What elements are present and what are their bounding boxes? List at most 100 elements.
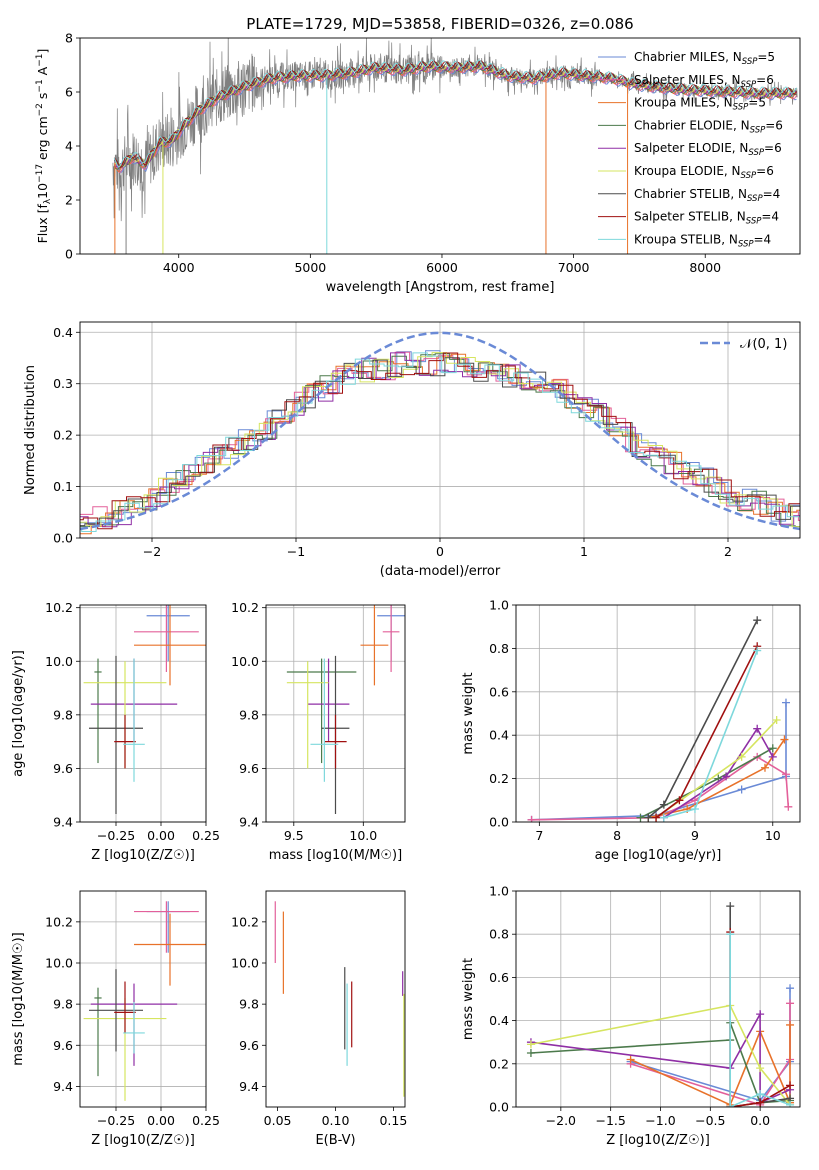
y-tick-label: 0.6 <box>489 684 509 699</box>
x-axis-label: mass [log10(M/M☉)] <box>269 848 402 863</box>
x-axis-label: (data-model)/error <box>380 564 501 579</box>
x-tick-label: 0 <box>436 544 444 559</box>
mass-vs-Z-panel: −0.25 0.00 0.25 9.4 9.6 9.8 10.0 10.2 Z [log10(Z… <box>11 890 220 1148</box>
y-label-part: −2 <box>35 103 45 116</box>
weight-marker <box>786 999 795 1008</box>
y-axis-label: mass weight <box>461 958 476 1040</box>
y-axis-label: Flux [fλ10−17 erg cm−2 s−1 A−1] <box>35 49 53 244</box>
legend-entry: Chabrier MILES, NSSP=5 <box>634 50 775 67</box>
x-tick-label: 0.25 <box>192 828 220 843</box>
y-axis-label: Normed distribution <box>23 365 38 495</box>
weight-marker <box>659 800 668 809</box>
weight-marker <box>659 813 668 822</box>
y-label-part: ] <box>35 49 50 54</box>
y-tick-label: 9.6 <box>239 1038 259 1053</box>
y-tick-label: 4 <box>65 139 73 154</box>
y-axis-label: age [log10(age/yr)] <box>11 650 26 777</box>
weight-marker <box>527 815 536 822</box>
weight-line <box>729 934 791 1107</box>
x-tick-label: 8 <box>613 828 621 843</box>
spectrum-panel: 4000 5000 6000 7000 8000 0 2 4 6 8 wavelength [Ang… <box>35 31 801 295</box>
legend-entry: Kroupa STELIB, NSSP=4 <box>634 232 771 249</box>
y-tick-label: 0 <box>65 247 73 262</box>
y-tick-label: 6 <box>65 85 73 100</box>
x-tick-label: −1 <box>287 544 305 559</box>
weight-marker <box>526 1049 535 1057</box>
weight-marker <box>753 646 762 655</box>
plot-area <box>80 331 800 538</box>
y-tick-label: 10.2 <box>45 914 73 929</box>
weight-marker <box>781 698 790 707</box>
weight-marker <box>772 716 781 725</box>
y-tick-label: 9.4 <box>53 815 73 830</box>
y-tick-label: 0.8 <box>489 641 509 656</box>
axes-frame <box>79 890 207 1108</box>
x-tick-label: 0.05 <box>264 1113 292 1128</box>
weight-marker <box>756 1098 765 1107</box>
y-tick-label: 10.0 <box>45 956 73 971</box>
axes-frame <box>79 604 207 823</box>
weight-line <box>530 1004 791 1106</box>
y-axis-label: mass weight <box>461 672 476 754</box>
weight-marker <box>644 813 653 822</box>
residuals-panel: −2 −1 0 1 2 0.0 0.1 0.2 0.3 0.4 (data-model)/error… <box>23 321 801 579</box>
axes-frame <box>265 604 406 823</box>
x-tick-label: −0.5 <box>695 1113 725 1128</box>
weight-marker <box>526 1040 535 1049</box>
y-tick-label: 1.0 <box>489 598 509 613</box>
y-label-part: A <box>35 66 50 79</box>
weight-marker <box>780 735 789 744</box>
y-label-part: s <box>35 93 50 104</box>
x-tick-label: 0.00 <box>147 1113 175 1128</box>
y-label-part: −1 <box>35 79 45 92</box>
y-tick-label: 10.0 <box>231 654 259 669</box>
y-label-part: erg cm <box>35 116 50 164</box>
weight-marker <box>786 984 795 993</box>
x-tick-label: 0.25 <box>192 1113 220 1128</box>
plot-area <box>83 605 206 814</box>
x-tick-label: 7 <box>535 828 543 843</box>
x-tick-label: −0.25 <box>97 828 135 843</box>
legend-entry: Kroupa MILES, NSSP=5 <box>634 96 766 113</box>
axes-frame <box>515 890 801 1108</box>
y-tick-label: 9.6 <box>239 761 259 776</box>
histogram-2 <box>80 353 800 538</box>
weight-marker <box>626 1055 635 1064</box>
x-axis-label: Z [log10(Z/Z☉)] <box>91 1133 195 1148</box>
x-axis-label: wavelength [Angstrom, rest frame] <box>326 280 555 295</box>
y-tick-label: 2 <box>65 193 73 208</box>
legend-entry: Chabrier STELIB, NSSP=4 <box>634 187 780 204</box>
weight-marker <box>760 763 769 772</box>
y-tick-label: 9.6 <box>53 1038 73 1053</box>
weight-marker <box>756 1010 765 1019</box>
y-tick-label: 0.2 <box>53 428 73 443</box>
y-tick-label: 0.3 <box>53 376 73 391</box>
y-tick-label: 9.8 <box>53 997 73 1012</box>
x-tick-label: 8000 <box>689 260 721 275</box>
x-axis-label: Z [log10(Z/Z☉)] <box>606 1133 710 1148</box>
x-tick-label: 4000 <box>163 260 195 275</box>
y-tick-label: 10.0 <box>45 654 73 669</box>
x-tick-label: 9 <box>691 828 699 843</box>
y-tick-label: 9.8 <box>53 707 73 722</box>
x-tick-label: 5000 <box>294 260 326 275</box>
y-tick-label: 10.2 <box>45 600 73 615</box>
x-tick-label: −2.0 <box>546 1113 576 1128</box>
y-tick-label: 9.4 <box>239 815 259 830</box>
y-tick-label: 9.6 <box>53 761 73 776</box>
weight-marker <box>786 1020 795 1029</box>
y-tick-label: 0.0 <box>53 531 73 546</box>
y-tick-label: 8 <box>65 31 73 46</box>
model-spectrum-8 <box>113 59 797 168</box>
plot-area <box>286 605 405 814</box>
weight-marker <box>690 804 699 813</box>
plot-area <box>527 616 793 822</box>
y-tick-label: 0.0 <box>489 1100 509 1115</box>
weight-marker <box>768 752 777 761</box>
observed-spectrum <box>112 38 798 222</box>
figure-title: PLATE=1729, MJD=53858, FIBERID=0326, z=0… <box>246 15 633 33</box>
weight-marker <box>753 616 762 625</box>
y-label-part: λ <box>43 198 53 204</box>
legend-entry: 𝒩(0, 1) <box>740 337 787 352</box>
legend-entry: Kroupa ELODIE, NSSP=6 <box>634 164 774 181</box>
